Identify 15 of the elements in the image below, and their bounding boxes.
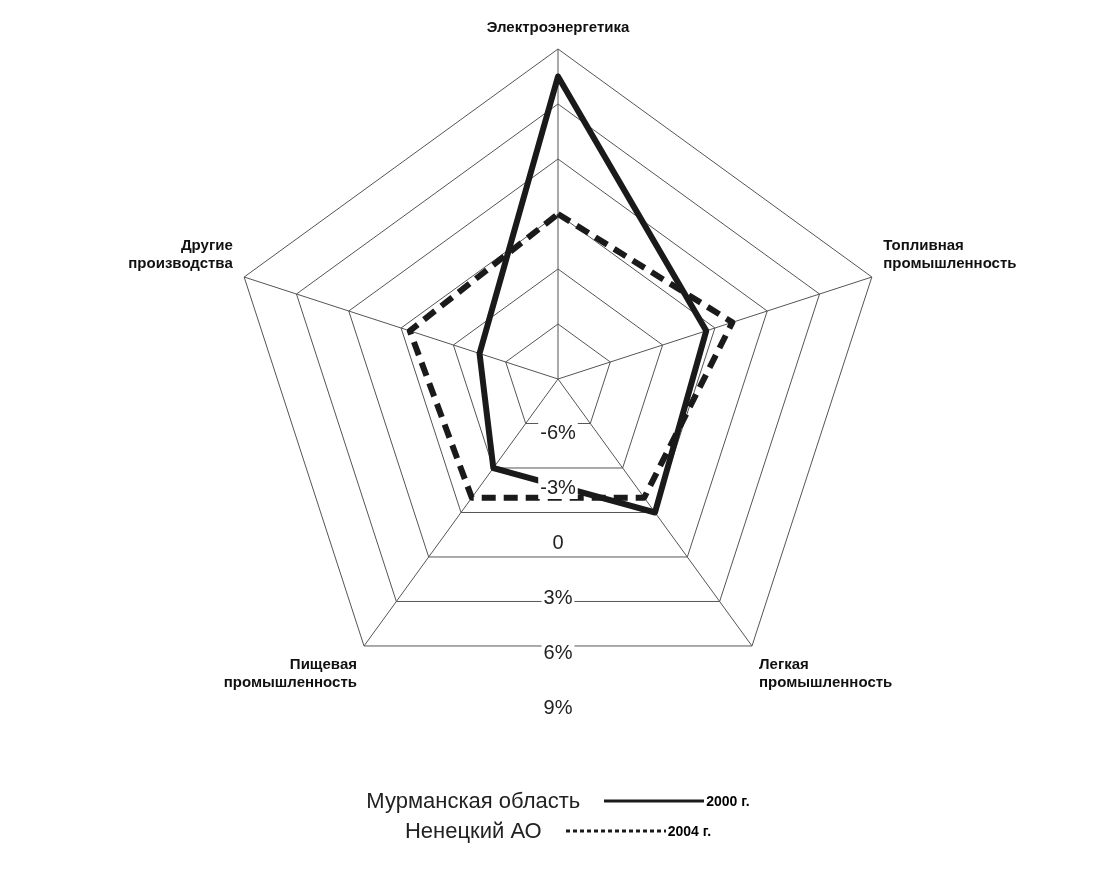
y-tick-label: 0	[552, 530, 564, 553]
spoke-label: Другие производства	[128, 236, 234, 272]
spoke-label: Легкая промышленность	[759, 654, 893, 690]
y-tick-label: -6%	[540, 420, 576, 443]
legend-label: Мурманская область	[366, 788, 581, 814]
spoke-label: Электроэнергетика	[486, 18, 630, 36]
spoke-label: Топливная промышленность	[883, 236, 1017, 272]
text: 2000 г.	[706, 793, 750, 809]
y-tick-label: -3%	[540, 475, 576, 498]
y-tick-label: 6%	[543, 640, 573, 663]
spoke-label: Пищевая промышленность	[223, 654, 357, 690]
legend-label: Ненецкий АО	[404, 818, 542, 844]
y-tick-label: 9%	[543, 695, 573, 718]
text: 2004 г.	[667, 823, 712, 839]
y-tick-label: 3%	[543, 585, 573, 608]
